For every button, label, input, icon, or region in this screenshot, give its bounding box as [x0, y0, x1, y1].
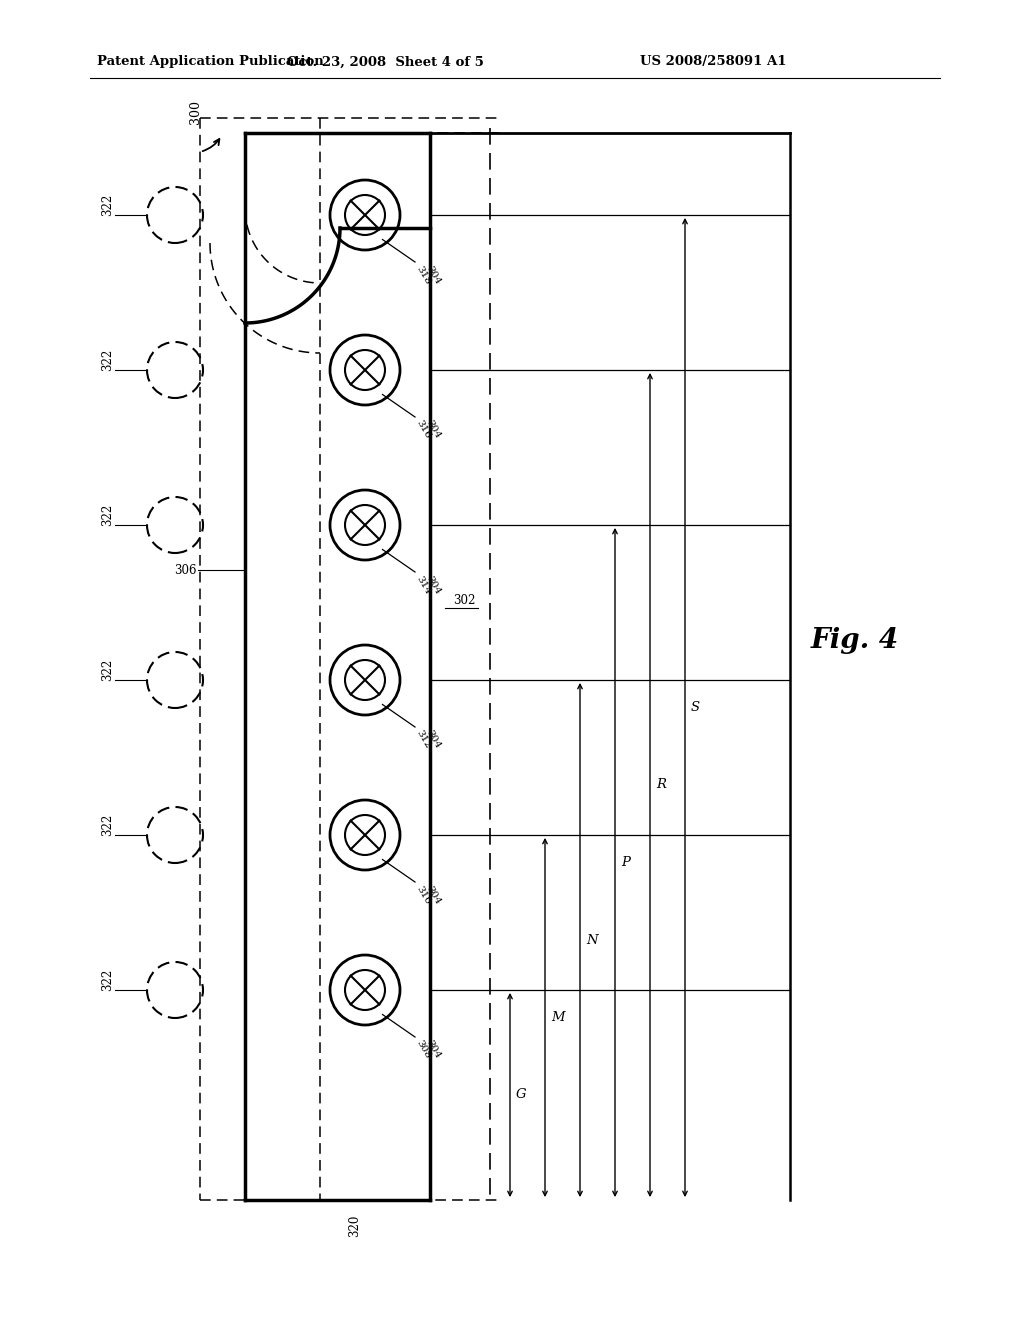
Text: M: M: [551, 1011, 564, 1024]
Text: 300: 300: [188, 100, 202, 124]
Text: 302: 302: [453, 594, 475, 606]
Text: 308: 308: [415, 1039, 433, 1061]
Text: P: P: [621, 855, 630, 869]
Text: 312: 312: [415, 729, 433, 751]
Text: S: S: [691, 701, 700, 714]
Text: 320: 320: [348, 1214, 361, 1237]
Text: 318: 318: [415, 264, 433, 285]
Text: R: R: [656, 779, 666, 792]
Text: 304: 304: [425, 884, 442, 906]
Text: US 2008/258091 A1: US 2008/258091 A1: [640, 55, 786, 69]
Text: 304: 304: [425, 729, 442, 751]
Text: Oct. 23, 2008  Sheet 4 of 5: Oct. 23, 2008 Sheet 4 of 5: [287, 55, 483, 69]
Text: N: N: [586, 933, 598, 946]
Text: 322: 322: [101, 814, 115, 836]
Text: 306: 306: [174, 564, 197, 577]
Text: 304: 304: [425, 418, 442, 441]
Text: 322: 322: [101, 348, 115, 371]
Text: 322: 322: [101, 969, 115, 991]
Text: 310: 310: [415, 884, 433, 906]
Text: 304: 304: [425, 264, 442, 285]
Text: 322: 322: [101, 504, 115, 527]
Text: 322: 322: [101, 194, 115, 216]
Text: Fig. 4: Fig. 4: [811, 627, 899, 653]
Text: 316: 316: [415, 418, 433, 441]
Text: 322: 322: [101, 659, 115, 681]
Text: 304: 304: [425, 574, 442, 595]
Text: 314: 314: [415, 574, 433, 595]
Text: 304: 304: [425, 1039, 442, 1061]
Text: Patent Application Publication: Patent Application Publication: [97, 55, 324, 69]
Text: G: G: [516, 1089, 526, 1101]
